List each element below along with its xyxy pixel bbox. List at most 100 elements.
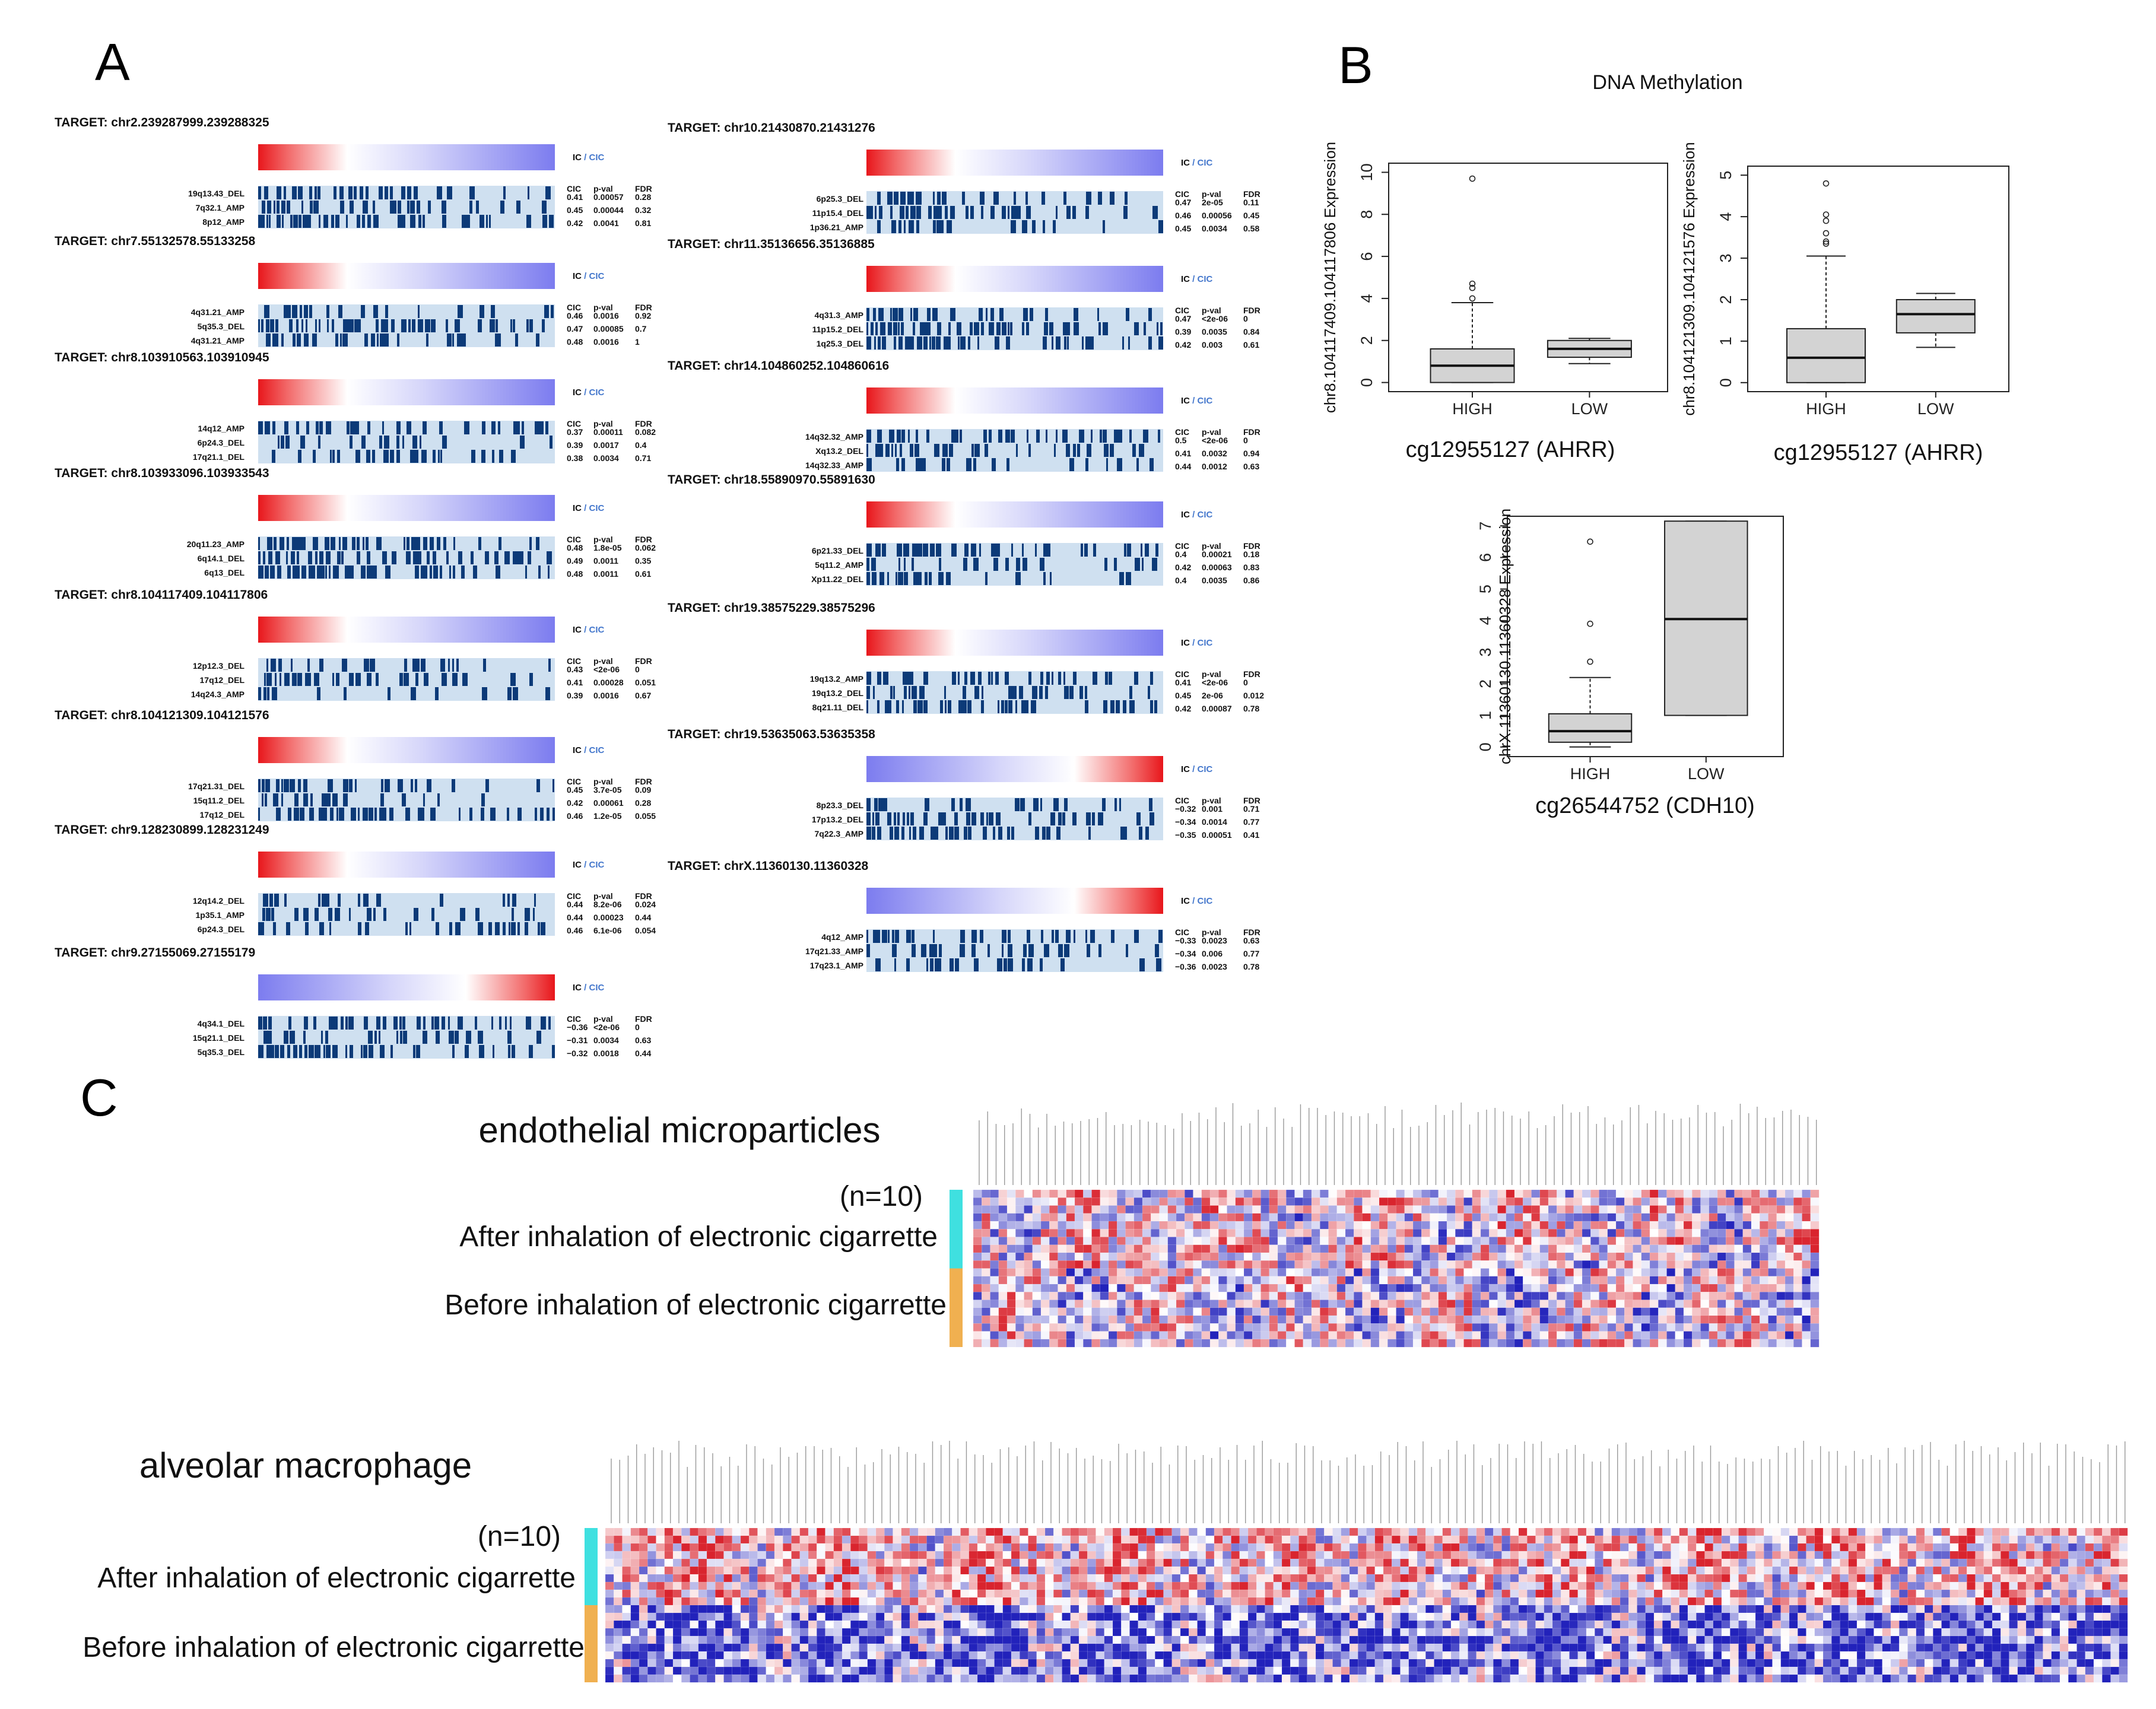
heatmap-cell (1582, 1300, 1591, 1308)
heatmap-cell (1641, 1284, 1650, 1292)
feature-mark (917, 572, 922, 585)
heatmap-cell (1649, 1300, 1659, 1308)
heatmap-cell (1286, 1315, 1295, 1324)
heatmap-cell (1201, 1197, 1211, 1206)
heatmap-cell (1404, 1300, 1414, 1308)
heatmap-cell (1874, 1543, 1883, 1552)
heatmap-cell (1044, 1558, 1054, 1567)
heatmap-cell (1607, 1331, 1617, 1340)
feature-mark (1042, 827, 1046, 840)
feature-mark (475, 908, 480, 921)
heatmap-cell (1561, 1551, 1570, 1559)
feature-mark (894, 827, 899, 840)
feature-fdr: 0.11 (1243, 198, 1259, 207)
heatmap-cell (1717, 1237, 1726, 1246)
heatmap-cell (1899, 1558, 1908, 1567)
heatmap-cell (1396, 1252, 1405, 1261)
feature-mark (315, 1045, 318, 1058)
heatmap-cell (1810, 1307, 1820, 1316)
heatmap-cell (1523, 1284, 1532, 1292)
feature-mark (442, 1016, 445, 1030)
heatmap-cell (1320, 1300, 1329, 1308)
heatmap-cell (1531, 1252, 1541, 1261)
heatmap-cell (1506, 1197, 1515, 1206)
feature-mark (449, 1031, 454, 1044)
heatmap-cell (1662, 1527, 1671, 1536)
heatmap-cell (2034, 1551, 2043, 1559)
heatmap-cell (1645, 1574, 1655, 1583)
heatmap-cell (1074, 1339, 1084, 1348)
heatmap-cell (1611, 1551, 1621, 1559)
heatmap-cell (1020, 1535, 1028, 1544)
feature-mark (363, 808, 368, 821)
feature-mark (529, 1045, 533, 1058)
heatmap-cell (1324, 1527, 1333, 1536)
heatmap-cell (1294, 1205, 1304, 1214)
heatmap-cell (1231, 1566, 1240, 1575)
heatmap-cell (901, 1527, 910, 1536)
heatmap-cell (1006, 1307, 1016, 1316)
feature-mark (1150, 672, 1153, 685)
heatmap-cell (1062, 1574, 1071, 1583)
heatmap-cell (1624, 1237, 1633, 1246)
heatmap-cell (1091, 1315, 1101, 1324)
feature-label: 5q11.2_AMP (815, 560, 863, 570)
heatmap-cell (1450, 1535, 1460, 1544)
heatmap-cell (1497, 1315, 1507, 1324)
x-tick-label: HIGH (1806, 400, 1846, 418)
heatmap-cell (1573, 1276, 1583, 1285)
heatmap-cell (614, 1558, 623, 1567)
heatmap-cell (1789, 1566, 1798, 1575)
heatmap-cell (1058, 1315, 1067, 1324)
feature-mark (349, 673, 354, 686)
heatmap-cell (1265, 1551, 1274, 1559)
heatmap-cell (1582, 1197, 1591, 1206)
feature-mark (412, 659, 414, 672)
heatmap-cell (1412, 1284, 1422, 1292)
feature-mark (313, 450, 316, 463)
stat-header-cic: CIC (1175, 927, 1189, 937)
heatmap-cell (1218, 1213, 1227, 1222)
heatmap-cell (1281, 1535, 1291, 1544)
feature-mark (425, 319, 430, 332)
feature-mark (306, 215, 311, 228)
heatmap-cell (808, 1566, 817, 1575)
heatmap-cell (1362, 1244, 1371, 1253)
feature-mark (893, 322, 897, 335)
heatmap-cell (1294, 1331, 1304, 1340)
feature-mark (1103, 220, 1105, 233)
heatmap-cell (1142, 1205, 1151, 1214)
feature-mark (907, 812, 909, 825)
heatmap-cell (1704, 1535, 1714, 1544)
heatmap-cell (1831, 1551, 1840, 1559)
heatmap-cell (1565, 1276, 1574, 1285)
feature-pval: 0.0016 (593, 311, 619, 320)
heatmap-cell (1040, 1252, 1050, 1261)
heatmap-cell (1396, 1237, 1405, 1246)
target-title: TARGET: chr10.21430870.21431276 (668, 121, 875, 135)
heatmap-cell (1700, 1260, 1710, 1269)
heatmap-cell (1709, 1213, 1718, 1222)
feature-mark (430, 808, 436, 821)
feature-mark (495, 922, 500, 935)
feature-mark (974, 958, 979, 971)
heatmap-cell (1117, 1323, 1126, 1332)
heatmap-cell (1091, 1197, 1101, 1206)
heatmap-cell (1223, 1566, 1231, 1575)
heatmap-cell (1493, 1574, 1502, 1583)
heatmap-cell (1734, 1197, 1744, 1206)
heatmap-cell (1358, 1574, 1367, 1583)
feature-mark (875, 812, 879, 825)
feature-mark (319, 319, 320, 332)
heatmap-cell (1666, 1213, 1676, 1222)
heatmap-cell (2059, 1527, 2069, 1536)
heatmap-cell (1345, 1276, 1354, 1285)
heatmap-cell (1112, 1535, 1122, 1544)
ic-cic-legend: IC / CIC (573, 271, 605, 281)
heatmap-cell (2110, 1527, 2120, 1536)
panel-label-c: C (80, 1068, 118, 1127)
heatmap-cell (1370, 1252, 1380, 1261)
feature-mark (879, 206, 882, 219)
heatmap-cell (1345, 1323, 1354, 1332)
heatmap-cell (1742, 1339, 1752, 1348)
